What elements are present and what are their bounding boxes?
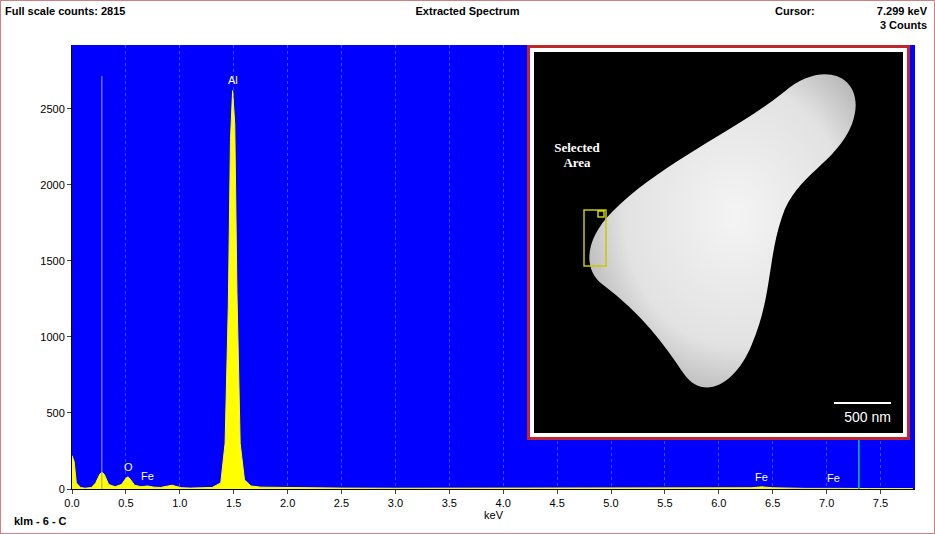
svg-text:7.5: 7.5: [873, 497, 888, 509]
svg-text:3.5: 3.5: [442, 497, 457, 509]
svg-text:2500: 2500: [40, 103, 64, 115]
svg-text:1500: 1500: [40, 255, 64, 267]
html-text:Cursor:: Cursor:: [775, 5, 815, 17]
html-text:500 nm: 500 nm: [844, 409, 891, 425]
html-text:Extracted Spectrum: Extracted Spectrum: [415, 5, 520, 17]
svg-text:1.5: 1.5: [226, 497, 241, 509]
svg-text:6.5: 6.5: [765, 497, 780, 509]
svg-text:4.5: 4.5: [549, 497, 564, 509]
svg-text:Fe: Fe: [755, 471, 768, 483]
svg-text:0: 0: [59, 483, 65, 495]
svg-text:6.0: 6.0: [711, 497, 726, 509]
html-text:Selected Area: Selected Area: [554, 140, 600, 170]
svg-text:7.0: 7.0: [819, 497, 834, 509]
svg-text:1000: 1000: [40, 331, 64, 343]
svg-text:3.0: 3.0: [388, 497, 403, 509]
svg-text:500: 500: [46, 407, 64, 419]
svg-text:Al: Al: [228, 74, 238, 86]
svg-text:Fe: Fe: [827, 472, 840, 484]
svg-text:1.0: 1.0: [172, 497, 187, 509]
html-text:klm - 6 - C: klm - 6 - C: [14, 515, 67, 527]
svg-text:Fe: Fe: [141, 470, 154, 482]
svg-text:4.0: 4.0: [496, 497, 511, 509]
svg-text:2.5: 2.5: [334, 497, 349, 509]
svg-text:2.0: 2.0: [280, 497, 295, 509]
svg-text:5.5: 5.5: [657, 497, 672, 509]
svg-text:5.0: 5.0: [603, 497, 618, 509]
svg-text:keV: keV: [484, 509, 504, 521]
html-text:3 Counts: 3 Counts: [879, 19, 927, 31]
html-text:7.299 keV: 7.299 keV: [876, 5, 927, 17]
svg-text:0.0: 0.0: [64, 497, 79, 509]
svg-text:O: O: [124, 461, 133, 473]
html-text:Full scale counts: 2815: Full scale counts: 2815: [5, 5, 126, 17]
svg-text:2000: 2000: [40, 179, 64, 191]
svg-text:0.5: 0.5: [118, 497, 133, 509]
